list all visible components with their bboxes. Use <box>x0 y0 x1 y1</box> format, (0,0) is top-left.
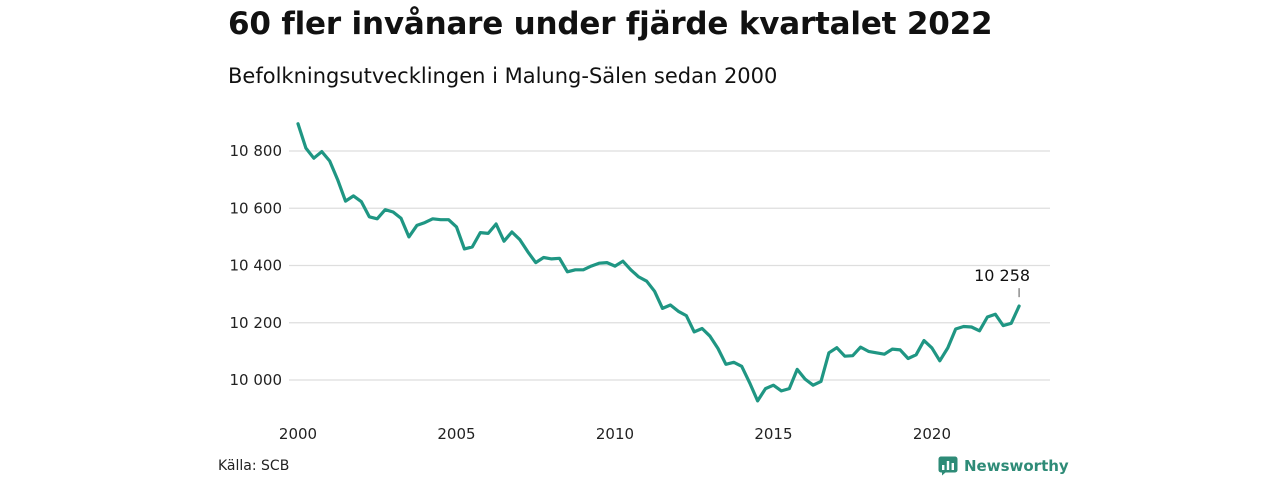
brand-logo[interactable]: Newsworthy <box>938 456 1069 476</box>
y-tick-label: 10 400 <box>230 257 283 275</box>
end-value-label: 10 258 <box>974 266 1030 285</box>
newsworthy-logo-icon <box>938 456 958 476</box>
y-tick-label: 10 600 <box>230 199 283 217</box>
axis-labels: 10 000 10 200 10 400 10 600 10 800 2000 2005 20… <box>230 142 952 443</box>
chart-title: 60 fler invånare under fjärde kvartalet … <box>228 6 993 42</box>
x-tick-label: 2020 <box>913 425 951 443</box>
source-text: Källa: SCB <box>218 458 290 474</box>
series-layer <box>296 122 1021 403</box>
x-tick-label: 2010 <box>596 425 634 443</box>
y-tick-label: 10 000 <box>230 371 283 389</box>
x-tick-label: 2015 <box>754 425 792 443</box>
population-line <box>296 122 1021 403</box>
brand-name: Newsworthy <box>964 457 1069 475</box>
y-tick-label: 10 200 <box>230 314 283 332</box>
gridlines <box>289 150 1050 381</box>
x-tick-label: 2000 <box>279 425 317 443</box>
x-tick-label: 2005 <box>437 425 475 443</box>
y-tick-label: 10 800 <box>230 142 283 160</box>
chart-subtitle: Befolkningsutvecklingen i Malung-Sälen s… <box>228 64 778 88</box>
annotations: 10 258 <box>974 266 1030 298</box>
